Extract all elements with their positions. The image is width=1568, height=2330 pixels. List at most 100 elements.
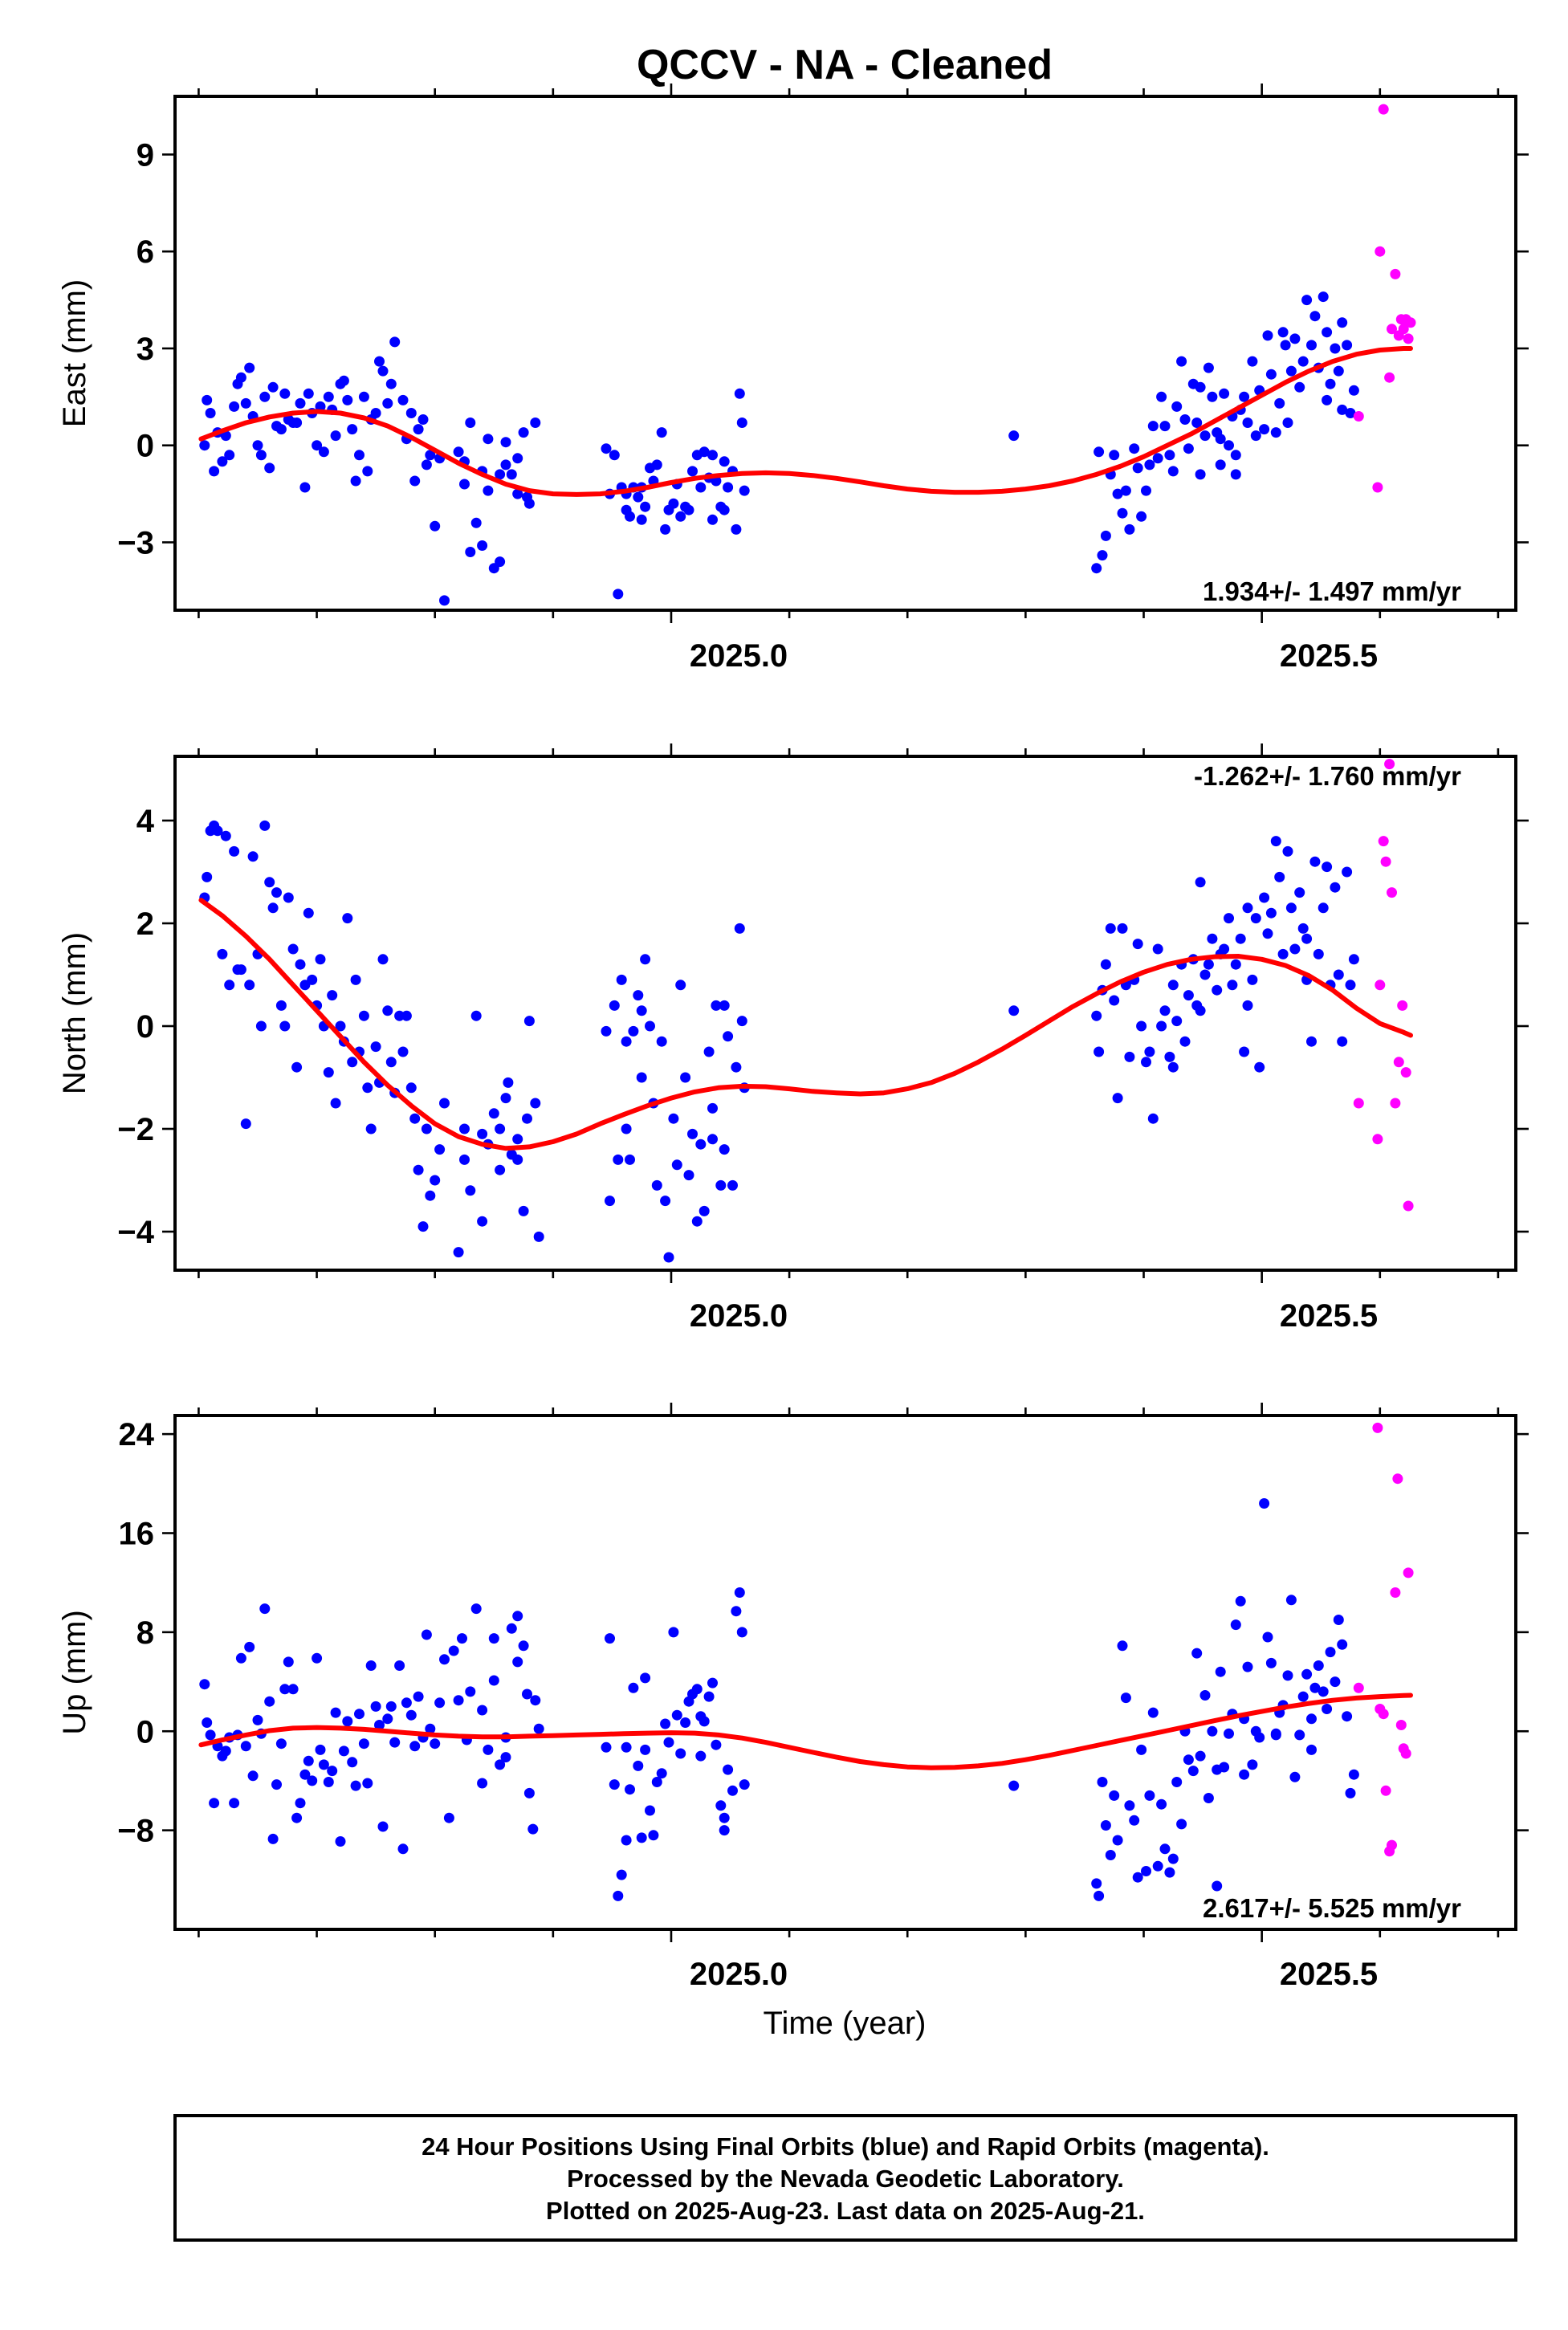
east-final-orbits-point <box>1179 414 1191 425</box>
north-final-orbits-point <box>503 1077 514 1088</box>
up-final-orbits-point <box>698 1716 710 1727</box>
east-final-orbits-point <box>1230 469 1241 480</box>
up-final-orbits-point <box>1309 1682 1321 1693</box>
north-final-orbits-point <box>425 1190 436 1201</box>
up-final-orbits-point <box>1100 1820 1111 1831</box>
north-rapid-orbits-point <box>1384 759 1395 770</box>
east-final-orbits-point <box>1333 365 1344 377</box>
north-rapid-orbits-point <box>1378 836 1389 847</box>
up-final-orbits-point <box>1289 1771 1301 1782</box>
footer-line-3: Plotted on 2025-Aug-23. Last data on 202… <box>546 2197 1145 2225</box>
north-final-orbits-point <box>1203 959 1214 970</box>
east-fit-line <box>198 346 1413 497</box>
up-final-orbits-point <box>651 1777 662 1787</box>
north-final-orbits-point <box>439 1098 450 1109</box>
east-final-orbits-point <box>656 427 667 438</box>
up-final-orbits-point <box>1195 1750 1206 1762</box>
north-final-orbits-point <box>382 1005 393 1016</box>
east-final-orbits-point <box>421 459 432 470</box>
up-final-orbits-point <box>1301 1668 1313 1680</box>
east-final-orbits-point <box>267 381 279 393</box>
east-final-orbits-point <box>199 440 210 451</box>
east-rapid-orbits-point <box>1403 333 1414 344</box>
east-final-orbits-point <box>1280 340 1291 351</box>
up-final-orbits-point <box>1132 1872 1143 1883</box>
up-final-orbits-point <box>1294 1729 1305 1741</box>
east-final-orbits-point <box>318 446 329 458</box>
east-rapid-orbits-point <box>1387 324 1397 335</box>
east-final-orbits-point <box>1100 530 1111 541</box>
east-final-orbits-point <box>1112 488 1123 499</box>
east-final-orbits-point <box>1224 440 1234 451</box>
north-final-orbits-point <box>734 923 745 934</box>
north-final-orbits-point <box>723 1031 734 1042</box>
up-final-orbits-point <box>711 1739 722 1750</box>
up-final-orbits-point <box>394 1660 405 1671</box>
north-final-orbits-point <box>1212 984 1223 996</box>
north-plot-area <box>198 759 1414 1263</box>
up-final-orbits-point <box>691 1684 703 1695</box>
up-final-orbits-point <box>267 1833 279 1844</box>
east-final-orbits-point <box>640 501 651 512</box>
north-rapid-orbits-point <box>1387 887 1397 898</box>
east-final-orbits-point <box>707 450 718 461</box>
north-final-orbits-point <box>1195 877 1206 888</box>
up-final-orbits-point <box>244 1641 255 1652</box>
north-final-orbits-point <box>1147 1113 1159 1124</box>
up-final-orbits-point <box>1259 1498 1270 1509</box>
up-final-orbits-point <box>1147 1707 1159 1718</box>
east-final-orbits-point <box>1091 563 1102 574</box>
east-final-orbits-point <box>625 511 635 522</box>
north-final-orbits-point <box>1265 907 1277 919</box>
up-rapid-orbits-point <box>1390 1587 1401 1598</box>
north-final-orbits-point <box>202 871 213 882</box>
east-final-orbits-point <box>350 475 361 487</box>
north-final-orbits-point <box>500 1093 511 1104</box>
north-final-orbits-point <box>315 954 326 965</box>
up-final-orbits-point <box>671 1709 682 1721</box>
up-final-orbits-point <box>616 1869 627 1880</box>
north-final-orbits-point <box>488 1108 499 1119</box>
north-final-orbits-point <box>1124 1051 1135 1062</box>
north-final-orbits-point <box>719 1000 730 1011</box>
north-final-orbits-point <box>707 1102 718 1114</box>
north-final-orbits-point <box>703 1046 715 1057</box>
east-rapid-orbits-point <box>1375 246 1386 257</box>
north-final-orbits-point <box>727 1179 738 1191</box>
up-final-orbits-point <box>303 1755 314 1766</box>
up-final-orbits-point <box>1159 1843 1171 1855</box>
north-final-orbits-point <box>522 1113 532 1124</box>
up-final-orbits-point <box>275 1738 287 1750</box>
east-final-orbits-point <box>1282 418 1293 428</box>
north-final-orbits-point <box>1262 928 1273 939</box>
east-final-orbits-point <box>1262 330 1273 341</box>
east-rapid-orbits-point <box>1405 317 1416 328</box>
north-final-orbits-point <box>413 1164 424 1175</box>
north-final-orbits-point <box>1179 1036 1191 1047</box>
east-final-orbits-point <box>347 424 358 435</box>
up-plot-area <box>198 1422 1414 1901</box>
up-final-orbits-point <box>530 1695 541 1706</box>
east-final-orbits-point <box>1164 450 1175 461</box>
up-final-orbits-point <box>495 1759 506 1770</box>
up-final-orbits-point <box>220 1745 231 1757</box>
footer-box: 24 Hour Positions Using Final Orbits (bl… <box>173 2114 1517 2242</box>
up-final-orbits-point <box>512 1611 523 1622</box>
north-final-orbits-point <box>1008 1005 1020 1016</box>
up-final-orbits-point <box>323 1777 334 1787</box>
up-xtick-label-2025-0: 2025.0 <box>690 1957 788 1992</box>
north-final-orbits-point <box>370 1041 381 1053</box>
east-ytick-label: 0 <box>136 429 154 464</box>
up-rapid-orbits-point <box>1395 1720 1407 1730</box>
east-final-orbits-point <box>1348 385 1359 396</box>
north-final-orbits-point <box>1117 923 1128 934</box>
east-final-orbits-point <box>1183 443 1194 454</box>
north-final-orbits-point <box>459 1154 470 1165</box>
north-final-orbits-point <box>1250 913 1261 924</box>
up-final-orbits-point <box>307 1775 318 1786</box>
east-final-orbits-point <box>385 378 397 389</box>
up-final-orbits-point <box>660 1718 671 1729</box>
north-final-orbits-point <box>1259 892 1270 903</box>
up-final-orbits-point <box>247 1770 259 1782</box>
